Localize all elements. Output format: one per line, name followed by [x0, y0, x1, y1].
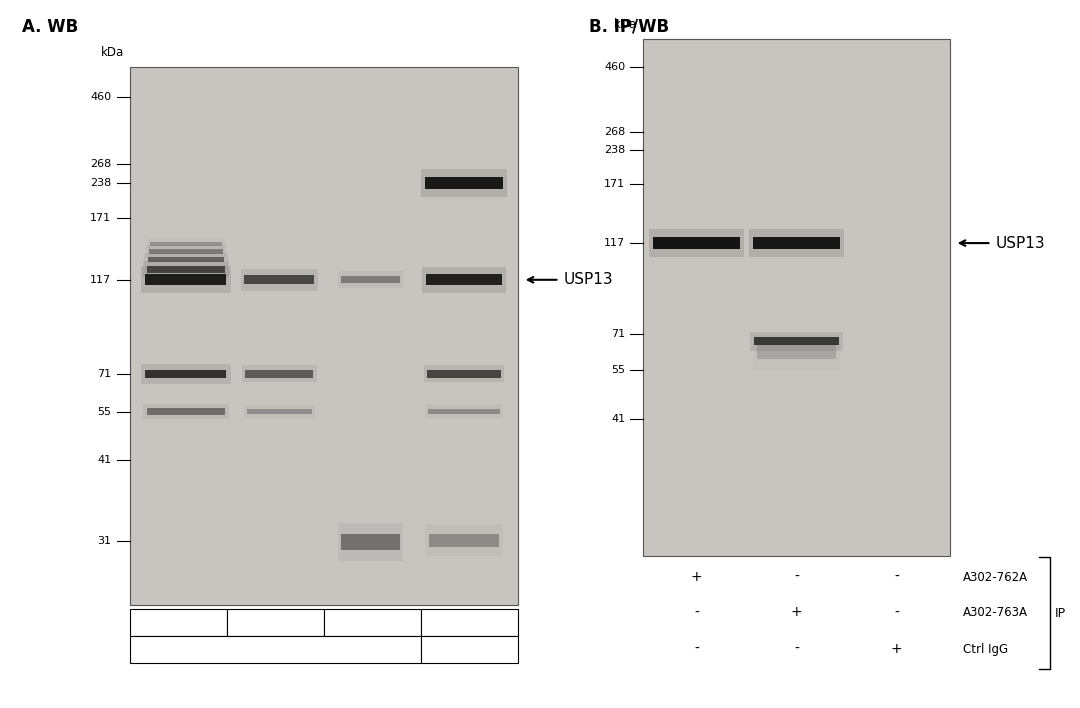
Bar — [227, 609, 324, 636]
Text: HeLa: HeLa — [259, 643, 292, 656]
Text: A302-762A: A302-762A — [963, 571, 1028, 583]
Bar — [324, 609, 421, 636]
Bar — [424, 405, 503, 418]
Text: +: + — [791, 605, 802, 620]
Bar — [149, 249, 222, 253]
Text: +: + — [690, 570, 702, 584]
Text: Ctrl IgG: Ctrl IgG — [963, 643, 1009, 656]
Text: 460: 460 — [90, 92, 111, 102]
Bar — [753, 335, 840, 369]
Text: T: T — [465, 643, 474, 656]
Bar — [643, 39, 950, 556]
Text: IP: IP — [1055, 607, 1066, 620]
Bar — [144, 404, 229, 419]
Bar — [341, 534, 401, 549]
Text: 31: 31 — [97, 536, 111, 546]
Bar — [130, 67, 518, 605]
Text: USP13: USP13 — [996, 236, 1045, 251]
Text: A. WB: A. WB — [22, 18, 78, 35]
Bar — [426, 177, 503, 188]
Bar — [653, 237, 740, 249]
Text: -: - — [794, 570, 799, 584]
Text: 171: 171 — [90, 213, 111, 223]
Text: -: - — [894, 570, 899, 584]
Text: 460: 460 — [604, 62, 625, 72]
Bar — [429, 535, 499, 547]
Text: 41: 41 — [611, 413, 625, 424]
Text: kDa: kDa — [613, 18, 637, 31]
Text: -: - — [894, 605, 899, 620]
Text: 50: 50 — [462, 616, 477, 629]
Text: 55: 55 — [97, 406, 111, 416]
Text: 55: 55 — [611, 365, 625, 375]
Text: -: - — [694, 642, 699, 656]
Bar — [245, 370, 313, 377]
Bar — [341, 276, 401, 283]
Text: 41: 41 — [97, 455, 111, 465]
Text: +: + — [891, 642, 903, 656]
Text: B. IP/WB: B. IP/WB — [589, 18, 669, 35]
Bar — [141, 364, 230, 384]
Bar — [753, 237, 839, 249]
Bar — [338, 523, 403, 561]
Bar — [754, 338, 838, 346]
Bar — [751, 332, 842, 350]
Bar — [428, 370, 501, 377]
Bar — [756, 345, 836, 359]
Bar — [422, 267, 505, 292]
Text: -: - — [694, 605, 699, 620]
Bar — [338, 271, 403, 288]
Bar — [242, 365, 316, 382]
Bar — [147, 409, 225, 415]
Bar — [421, 169, 507, 197]
Text: 117: 117 — [90, 275, 111, 285]
Text: 15: 15 — [268, 616, 283, 629]
Text: 238: 238 — [90, 178, 111, 188]
Bar — [241, 269, 318, 291]
Bar — [649, 229, 744, 257]
Bar — [144, 261, 229, 278]
Bar — [426, 525, 502, 556]
Text: 238: 238 — [604, 145, 625, 155]
Bar — [146, 246, 227, 257]
Bar — [247, 409, 312, 414]
Text: 117: 117 — [604, 238, 625, 248]
Text: 171: 171 — [604, 178, 625, 188]
Bar — [147, 266, 225, 273]
Bar — [421, 609, 518, 636]
Text: 50: 50 — [171, 616, 186, 629]
Bar — [146, 274, 227, 285]
Text: -: - — [794, 642, 799, 656]
Bar — [147, 239, 226, 249]
Bar — [244, 275, 314, 285]
Bar — [429, 409, 500, 414]
Bar — [148, 256, 224, 262]
Text: 268: 268 — [604, 127, 625, 137]
Text: 71: 71 — [97, 369, 111, 379]
Bar — [427, 275, 502, 285]
Text: A302-763A: A302-763A — [963, 606, 1028, 619]
Bar — [748, 229, 843, 257]
Bar — [421, 636, 518, 663]
Text: kDa: kDa — [100, 46, 124, 59]
Bar — [130, 636, 421, 663]
Bar — [130, 609, 227, 636]
Text: 268: 268 — [90, 159, 111, 169]
Text: USP13: USP13 — [564, 273, 613, 287]
Bar — [146, 370, 227, 378]
Bar — [423, 365, 504, 382]
Text: 5: 5 — [368, 616, 377, 629]
Bar — [145, 253, 228, 266]
Bar — [141, 266, 230, 293]
Bar — [150, 242, 221, 246]
Text: 71: 71 — [611, 329, 625, 338]
Bar — [244, 405, 315, 418]
